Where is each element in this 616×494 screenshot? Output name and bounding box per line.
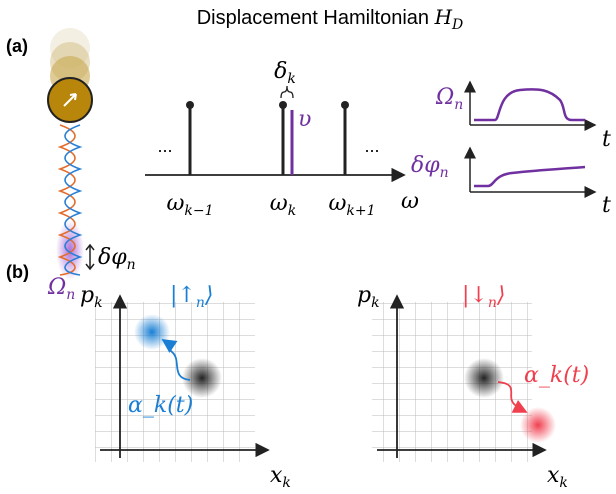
freq-label: ωk (270, 191, 296, 219)
ellipsis: ... (157, 136, 172, 156)
panel-label: (b) (6, 262, 29, 282)
state-label: |↓n⟩ (462, 283, 505, 311)
freq-label: ωk−1 (166, 191, 213, 219)
freq-label: ωk+1 (328, 191, 375, 219)
drive-label: υ (298, 107, 311, 132)
x-axis-label: xk (270, 463, 291, 491)
y-axis-label: pk (357, 283, 380, 311)
time-label: t (602, 193, 611, 218)
rabi-label: Ωn (435, 85, 463, 113)
y-axis-label: pk (80, 283, 103, 311)
path-label: α_k(t) (128, 393, 193, 418)
ellipsis: ... (364, 136, 379, 156)
path-label: α_k(t) (524, 363, 589, 388)
panel-label: (a) (6, 36, 28, 56)
spectrum (145, 86, 404, 175)
freq-axis-label: ω (401, 189, 419, 214)
ion (48, 28, 94, 280)
title: Displacement Hamiltonian HD (197, 5, 464, 33)
detuning-label: δk (274, 59, 296, 87)
time-label: t (602, 127, 611, 152)
phase-space (95, 296, 268, 462)
figure: Displacement Hamiltonian HD (a) δφn Ωn .… (0, 0, 616, 494)
phase-label: δφn (411, 153, 449, 181)
pulse-plots (470, 82, 595, 192)
phase-label: δφn (98, 245, 136, 273)
state-label: |↑n⟩ (170, 283, 213, 311)
x-axis-label: xk (547, 463, 568, 491)
